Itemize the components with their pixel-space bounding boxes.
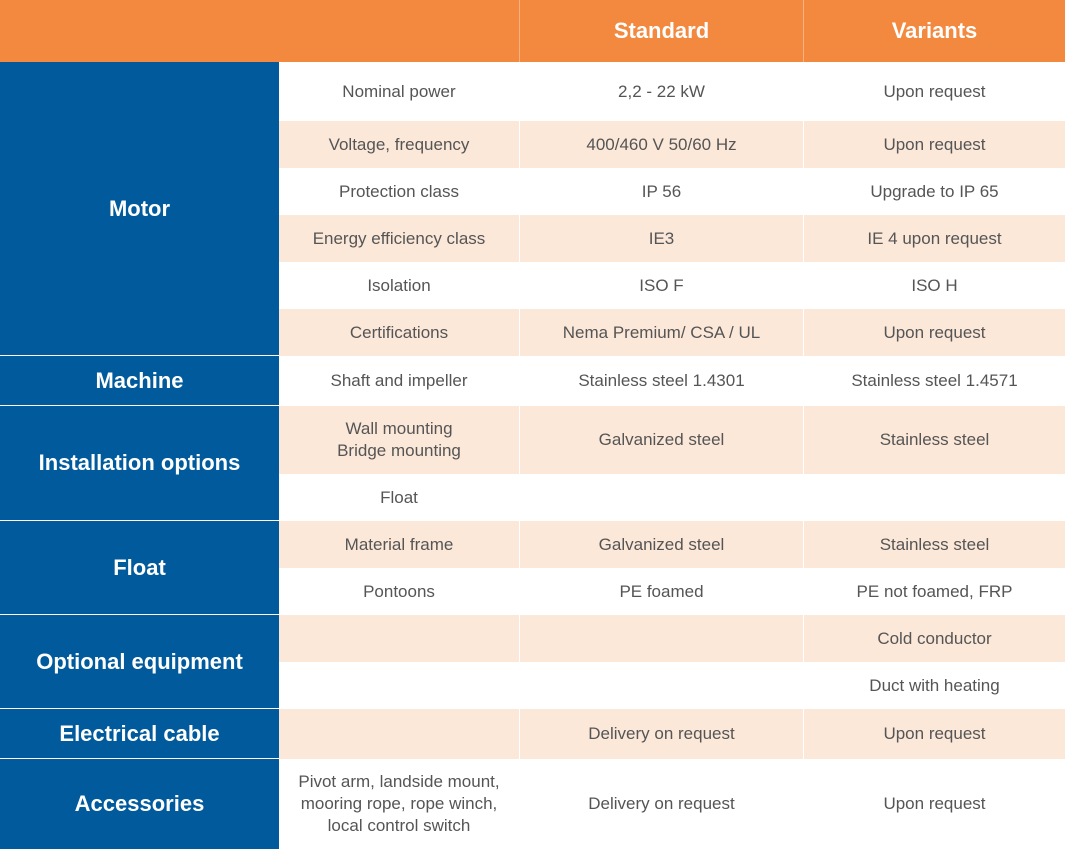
standard-cell [519, 662, 803, 709]
variants-cell: Duct with heating [803, 662, 1065, 709]
variants-cell [803, 474, 1065, 521]
standard-cell: 2,2 - 22 kW [519, 62, 803, 121]
feature-cell [279, 615, 519, 662]
header-variants: Variants [803, 0, 1065, 62]
feature-cell: Pivot arm, landside mount, mooring rope,… [279, 759, 519, 849]
group-machine: Machine [0, 356, 279, 406]
feature-cell: Isolation [279, 262, 519, 309]
variants-cell: Cold conductor [803, 615, 1065, 662]
standard-cell: 400/460 V 50/60 Hz [519, 121, 803, 168]
group-optional-equipment: Optional equipment [0, 615, 279, 709]
variants-cell: Upgrade to IP 65 [803, 168, 1065, 215]
standard-cell: Nema Premium/ CSA / UL [519, 309, 803, 356]
standard-cell: Delivery on request [519, 709, 803, 759]
variants-cell: Upon request [803, 62, 1065, 121]
group-float: Float [0, 521, 279, 615]
feature-cell: Nominal power [279, 62, 519, 121]
standard-cell [519, 615, 803, 662]
header-blank [0, 0, 519, 62]
feature-cell: Protection class [279, 168, 519, 215]
feature-cell: Material frame [279, 521, 519, 568]
variants-cell: Upon request [803, 121, 1065, 168]
standard-cell: Galvanized steel [519, 406, 803, 474]
variants-cell: Stainless steel [803, 406, 1065, 474]
group-accessories: Accessories [0, 759, 279, 849]
variants-cell: Stainless steel 1.4571 [803, 356, 1065, 406]
header-standard: Standard [519, 0, 803, 62]
feature-cell: Float [279, 474, 519, 521]
feature-cell: Shaft and impeller [279, 356, 519, 406]
standard-cell: IE3 [519, 215, 803, 262]
feature-cell: Wall mounting Bridge mounting [279, 406, 519, 474]
group-motor: Motor [0, 62, 279, 356]
variants-cell: Upon request [803, 759, 1065, 849]
group-electrical-cable: Electrical cable [0, 709, 279, 759]
standard-cell [519, 474, 803, 521]
feature-cell [279, 709, 519, 759]
standard-cell: PE foamed [519, 568, 803, 615]
feature-cell [279, 662, 519, 709]
standard-cell: ISO F [519, 262, 803, 309]
variants-cell: Upon request [803, 309, 1065, 356]
feature-cell: Energy efficiency class [279, 215, 519, 262]
feature-cell: Pontoons [279, 568, 519, 615]
variants-cell: ISO H [803, 262, 1065, 309]
standard-cell: IP 56 [519, 168, 803, 215]
group-installation-options: Installation options [0, 406, 279, 521]
variants-cell: PE not foamed, FRP [803, 568, 1065, 615]
variants-cell: IE 4 upon request [803, 215, 1065, 262]
standard-cell: Delivery on request [519, 759, 803, 849]
standard-cell: Stainless steel 1.4301 [519, 356, 803, 406]
feature-cell: Voltage, frequency [279, 121, 519, 168]
variants-cell: Stainless steel [803, 521, 1065, 568]
standard-cell: Galvanized steel [519, 521, 803, 568]
variants-cell: Upon request [803, 709, 1065, 759]
feature-cell: Certifications [279, 309, 519, 356]
